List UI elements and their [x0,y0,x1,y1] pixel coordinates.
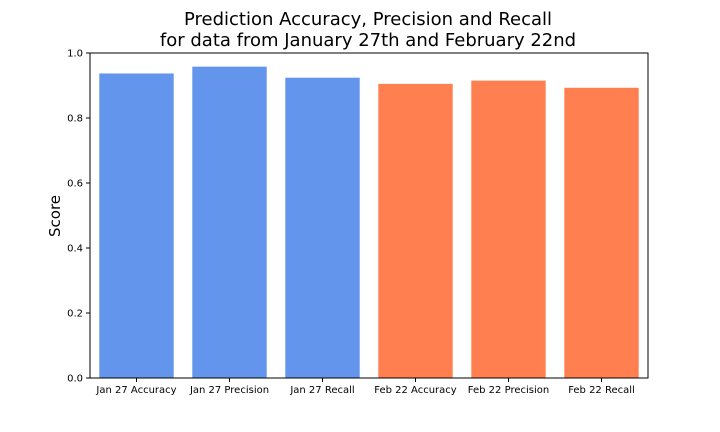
y-tick-label: 0.6 [67,179,83,190]
bar-jan-27-precision [192,66,267,379]
bar-feb-22-accuracy [378,83,453,378]
x-tick-label: Feb 22 Recall [568,385,635,396]
x-tick-label: Feb 22 Precision [468,385,549,396]
bars-group [99,66,639,379]
bar-jan-27-accuracy [99,73,174,378]
y-tick-label: 1.0 [67,49,83,60]
y-tick-label: 0.0 [67,374,83,385]
chart-subtitle: for data from January 27th and February … [160,30,576,51]
bar-feb-22-precision [471,80,546,378]
x-tick-label: Jan 27 Accuracy [95,385,176,396]
y-tick-label: 0.8 [67,114,83,125]
x-axis-ticks: Jan 27 Accuracy Jan 27 Precision Jan 27 Re… [95,378,635,396]
y-axis-label: Score [46,195,64,237]
y-axis-ticks: 0.0 0.2 0.4 0.6 0.8 1.0 [67,49,90,385]
x-tick-label: Jan 27 Precision [189,385,269,396]
bar-jan-27-recall [285,77,360,378]
bar-feb-22-recall [564,87,639,379]
x-tick-label: Jan 27 Recall [289,385,354,396]
y-tick-label: 0.4 [67,244,83,255]
x-tick-label: Feb 22 Accuracy [374,385,457,396]
y-tick-label: 0.2 [67,309,83,320]
plot-frame [89,52,649,379]
chart-title: Prediction Accuracy, Precision and Recal… [184,9,552,30]
